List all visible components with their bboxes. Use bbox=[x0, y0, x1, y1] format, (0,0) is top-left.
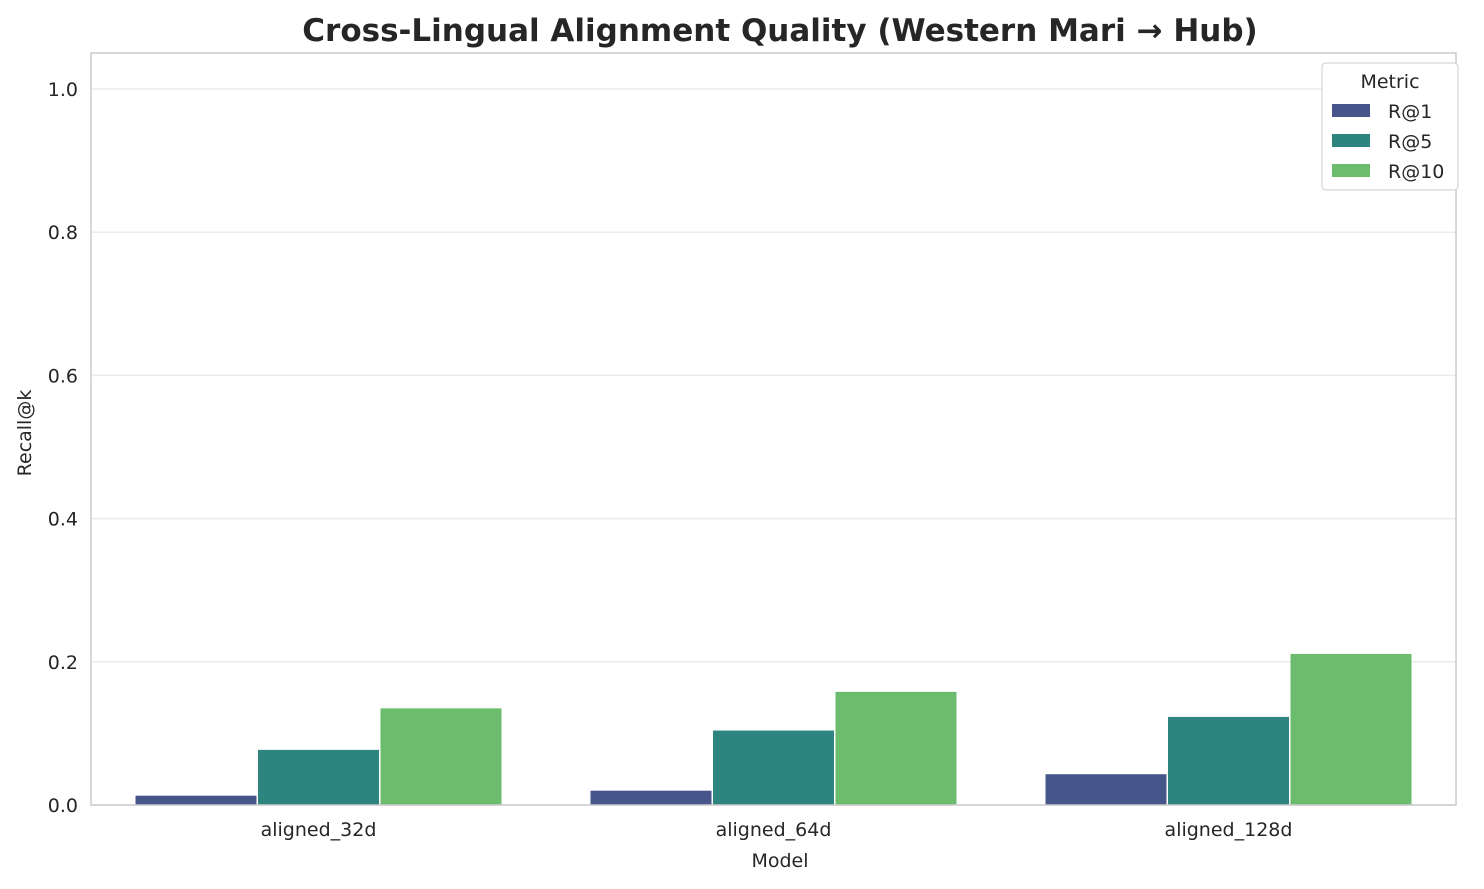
legend-swatch bbox=[1332, 164, 1370, 177]
bar-R@5-aligned_64d bbox=[713, 730, 834, 805]
x-tick-label: aligned_32d bbox=[261, 819, 377, 841]
legend-box bbox=[1321, 62, 1459, 191]
grid bbox=[91, 88, 1456, 806]
y-tick-label: 0.0 bbox=[48, 795, 78, 817]
x-tick-label: aligned_128d bbox=[1165, 819, 1293, 841]
chart-title: Cross-Lingual Alignment Quality (Western… bbox=[302, 13, 1257, 49]
legend-label: R@1 bbox=[1388, 101, 1432, 123]
legend-swatch bbox=[1332, 134, 1370, 147]
bar-R@10-aligned_32d bbox=[380, 708, 502, 805]
bars bbox=[135, 653, 1412, 805]
bar-R@5-aligned_32d bbox=[258, 749, 379, 805]
y-tick-label: 1.0 bbox=[48, 79, 78, 101]
legend-label: R@5 bbox=[1388, 131, 1432, 153]
bar-R@10-aligned_128d bbox=[1290, 653, 1412, 805]
bar-R@5-aligned_128d bbox=[1168, 716, 1289, 805]
bar-R@10-aligned_64d bbox=[835, 691, 957, 805]
legend-swatch bbox=[1332, 104, 1370, 117]
x-ticks: aligned_32d aligned_64d aligned_128d bbox=[261, 819, 1293, 841]
y-axis-label: Recall@k bbox=[14, 390, 36, 477]
bar-R@1-aligned_64d bbox=[590, 790, 712, 805]
y-tick-label: 0.8 bbox=[48, 222, 78, 244]
y-tick-label: 0.2 bbox=[48, 652, 78, 674]
legend-title: Metric bbox=[1360, 71, 1419, 93]
x-axis-label: Model bbox=[751, 850, 808, 872]
bar-R@1-aligned_128d bbox=[1045, 774, 1167, 805]
legend-label: R@10 bbox=[1388, 161, 1444, 183]
plot-frame bbox=[90, 52, 1457, 806]
bar-R@1-aligned_32d bbox=[135, 795, 257, 805]
y-ticks: 0.0 0.2 0.4 0.6 0.8 1.0 bbox=[48, 79, 78, 817]
legend: Metric R@1 R@5 R@10 bbox=[1321, 62, 1459, 191]
x-tick-label: aligned_64d bbox=[716, 819, 832, 841]
y-tick-label: 0.6 bbox=[48, 365, 78, 387]
y-tick-label: 0.4 bbox=[48, 509, 78, 531]
